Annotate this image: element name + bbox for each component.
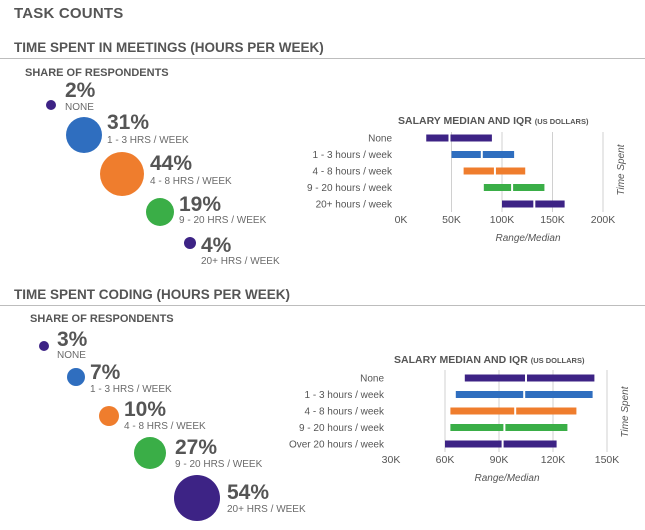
category-label: 20+ hours / week bbox=[316, 200, 393, 211]
y-axis-title: Time Spent bbox=[616, 143, 627, 195]
share-percent: 7% bbox=[90, 361, 121, 384]
share-percent: 54% bbox=[227, 481, 270, 504]
category-label: None bbox=[368, 134, 392, 145]
x-tick-label: 120K bbox=[541, 454, 566, 466]
share-percent: 44% bbox=[150, 152, 193, 175]
category-label: 4 - 8 hours / week bbox=[305, 407, 385, 418]
share-category-label: 20+ HRS / WEEK bbox=[227, 504, 306, 515]
share-category-label: 1 - 3 HRS / WEEK bbox=[90, 384, 172, 395]
iqr-bar bbox=[483, 184, 545, 191]
chart-title-unit: (US DOLLARS) bbox=[535, 117, 589, 126]
x-axis-title: Range/Median bbox=[474, 473, 539, 484]
category-label: 4 - 8 hours / week bbox=[313, 167, 393, 178]
x-tick-label: 150K bbox=[595, 454, 620, 466]
y-axis-title: Time Spent bbox=[620, 385, 631, 437]
meetings-divider bbox=[0, 58, 645, 59]
iqr-bar bbox=[450, 424, 568, 431]
category-label: 1 - 3 hours / week bbox=[313, 150, 393, 161]
share-bubble bbox=[174, 475, 220, 521]
share-category-label: 9 - 20 HRS / WEEK bbox=[175, 459, 263, 470]
share-bubble bbox=[39, 341, 49, 351]
share-bubble bbox=[146, 198, 174, 226]
share-category-label: 1 - 3 HRS / WEEK bbox=[107, 135, 189, 146]
share-percent: 3% bbox=[57, 328, 88, 351]
share-bubble bbox=[99, 406, 119, 426]
share-category-label: NONE bbox=[65, 102, 94, 113]
iqr-bar bbox=[451, 151, 515, 158]
category-label: None bbox=[360, 374, 384, 385]
iqr-bar bbox=[426, 134, 492, 142]
share-bubble bbox=[100, 152, 144, 196]
iqr-bar bbox=[450, 407, 577, 415]
x-tick-label: 150K bbox=[540, 214, 565, 226]
chart-title: SALARY MEDIAN AND IQR (US DOLLARS) bbox=[398, 115, 589, 127]
share-bubble bbox=[46, 100, 56, 110]
share-bubble bbox=[67, 368, 85, 386]
iqr-bar bbox=[445, 440, 557, 448]
share-percent: 2% bbox=[65, 79, 96, 102]
share-percent: 27% bbox=[175, 436, 218, 459]
iqr-bar bbox=[455, 391, 593, 398]
coding-divider bbox=[0, 305, 645, 306]
category-label: 9 - 20 hours / week bbox=[307, 183, 393, 194]
category-label: 9 - 20 hours / week bbox=[299, 423, 385, 434]
x-tick-label: 50K bbox=[442, 214, 461, 226]
x-tick-label: 60K bbox=[436, 454, 455, 466]
share-percent: 19% bbox=[179, 193, 222, 216]
coding-share-title: SHARE OF RESPONDENTS bbox=[30, 313, 174, 325]
coding-section-title: TIME SPENT CODING (HOURS PER WEEK) bbox=[14, 287, 291, 302]
meetings-section-title: TIME SPENT IN MEETINGS (HOURS PER WEEK) bbox=[14, 40, 324, 55]
x-tick-label: 200K bbox=[591, 214, 616, 226]
x-tick-label: 100K bbox=[490, 214, 515, 226]
iqr-bar bbox=[502, 200, 565, 208]
share-bubble bbox=[66, 117, 102, 153]
category-label: Over 20 hours / week bbox=[289, 440, 385, 451]
iqr-bar bbox=[463, 167, 526, 175]
share-bubble bbox=[184, 237, 196, 249]
share-percent: 10% bbox=[124, 398, 167, 421]
share-category-label: 4 - 8 HRS / WEEK bbox=[150, 176, 232, 187]
iqr-bar bbox=[464, 374, 595, 382]
share-percent: 4% bbox=[201, 234, 232, 257]
share-category-label: 4 - 8 HRS / WEEK bbox=[124, 421, 206, 432]
share-bubble bbox=[134, 437, 166, 469]
x-tick-label: 90K bbox=[490, 454, 509, 466]
chart-title: SALARY MEDIAN AND IQR (US DOLLARS) bbox=[394, 354, 585, 366]
page-title: TASK COUNTS bbox=[14, 5, 124, 22]
chart-title-unit: (US DOLLARS) bbox=[531, 356, 585, 365]
share-category-label: 20+ HRS / WEEK bbox=[201, 256, 280, 267]
x-axis-title: Range/Median bbox=[495, 233, 560, 244]
meetings-share-title: SHARE OF RESPONDENTS bbox=[25, 67, 169, 79]
x-tick-label: 30K bbox=[382, 454, 401, 466]
category-label: 1 - 3 hours / week bbox=[305, 390, 385, 401]
x-tick-label: 0K bbox=[395, 214, 408, 226]
share-percent: 31% bbox=[107, 111, 150, 134]
share-category-label: 9 - 20 HRS / WEEK bbox=[179, 215, 267, 226]
share-category-label: NONE bbox=[57, 350, 86, 361]
